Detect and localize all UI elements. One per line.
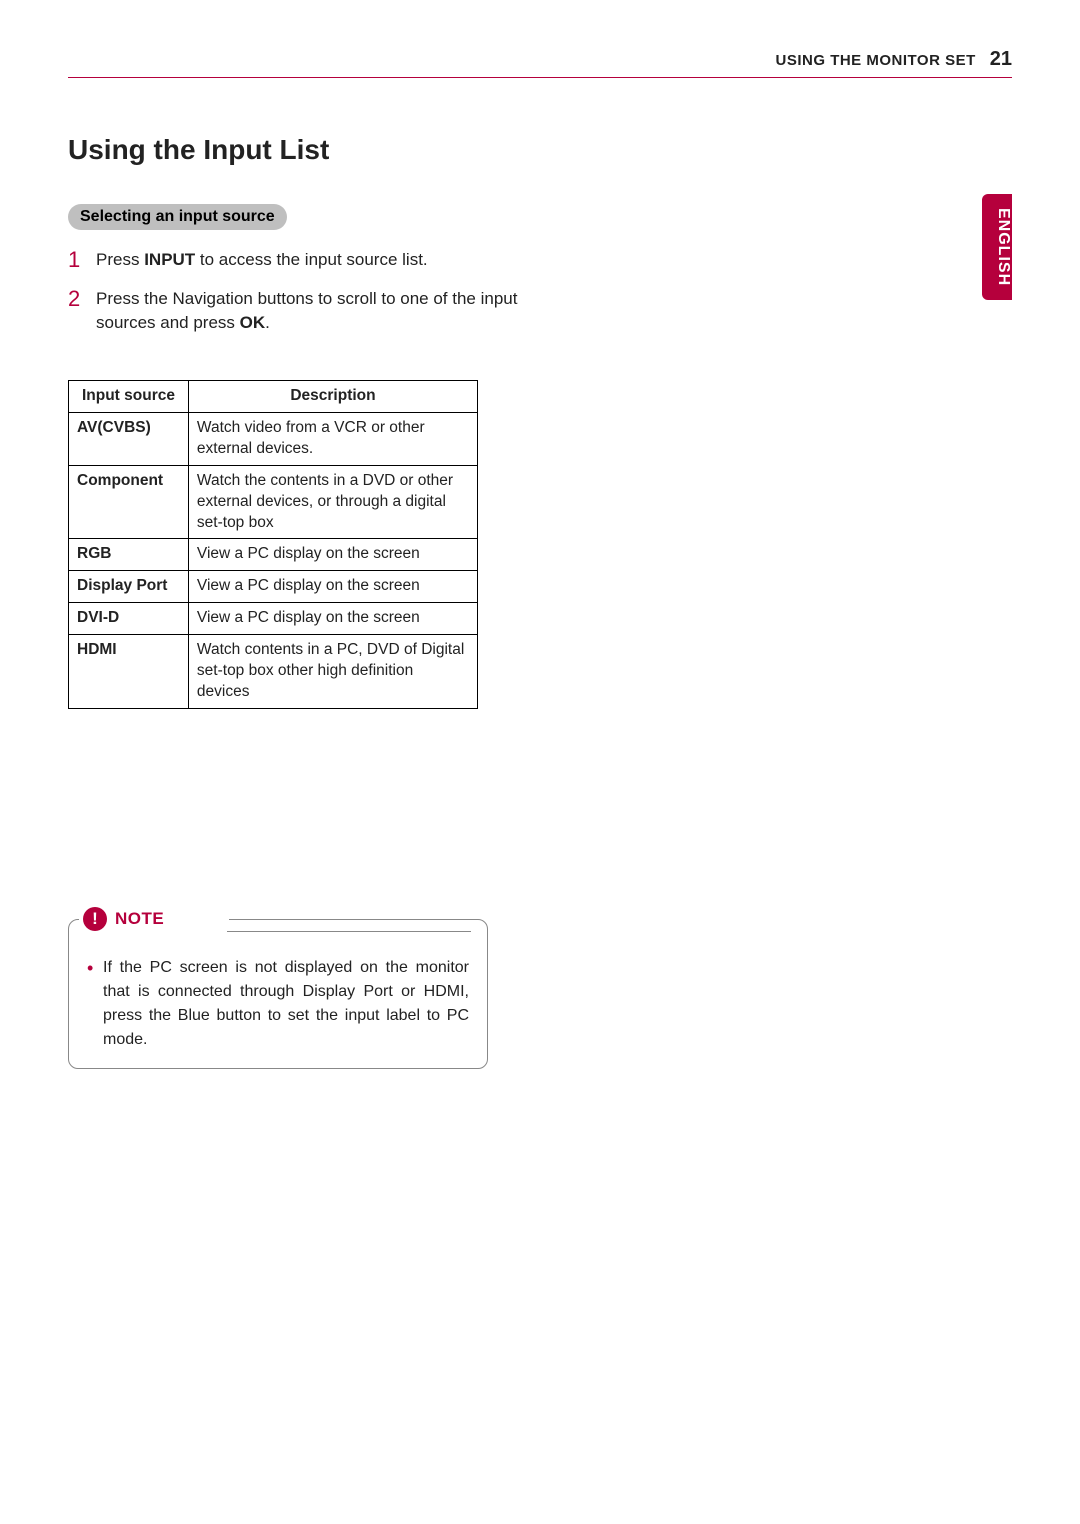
table-cell-description: View a PC display on the screen — [188, 571, 477, 603]
header-page-number: 21 — [990, 48, 1012, 71]
language-tab: ENGLISH — [982, 194, 1012, 300]
table-header-row: Input source Description — [69, 380, 478, 412]
table-cell-description: Watch the contents in a DVD or other ext… — [188, 465, 477, 539]
table-row: Display PortView a PC display on the scr… — [69, 571, 478, 603]
input-source-table: Input source Description AV(CVBS)Watch v… — [68, 380, 478, 709]
table-cell-source: Display Port — [69, 571, 189, 603]
steps-list: 1 Press INPUT to access the input source… — [68, 248, 528, 336]
step-text-pre: Press — [96, 250, 144, 269]
table-row: AV(CVBS)Watch video from a VCR or other … — [69, 412, 478, 465]
table-cell-description: Watch contents in a PC, DVD of Digital s… — [188, 635, 477, 709]
step-text: Press INPUT to access the input source l… — [96, 248, 428, 273]
table-cell-description: View a PC display on the screen — [188, 539, 477, 571]
step-text-post: to access the input source list. — [195, 250, 427, 269]
table-cell-source: RGB — [69, 539, 189, 571]
step-text-pre: Press the Navigation buttons to scroll t… — [96, 289, 517, 333]
table-cell-source: Component — [69, 465, 189, 539]
table-cell-description: Watch video from a VCR or other external… — [188, 412, 477, 465]
table-cell-source: DVI-D — [69, 603, 189, 635]
table-cell-description: View a PC display on the screen — [188, 603, 477, 635]
step-number: 2 — [68, 287, 96, 311]
info-icon: ! — [83, 907, 107, 931]
table-header: Description — [188, 380, 477, 412]
table-row: HDMIWatch contents in a PC, DVD of Digit… — [69, 635, 478, 709]
note-label: NOTE — [115, 909, 164, 929]
table-row: ComponentWatch the contents in a DVD or … — [69, 465, 478, 539]
note-box: ! NOTE If the PC screen is not displayed… — [68, 919, 488, 1069]
subheading-pill: Selecting an input source — [68, 204, 287, 230]
step-item: 2 Press the Navigation buttons to scroll… — [68, 287, 528, 336]
table-cell-source: HDMI — [69, 635, 189, 709]
step-text-bold: INPUT — [144, 250, 195, 269]
step-number: 1 — [68, 248, 96, 272]
step-item: 1 Press INPUT to access the input source… — [68, 248, 528, 273]
table-row: RGBView a PC display on the screen — [69, 539, 478, 571]
table-header: Input source — [69, 380, 189, 412]
header-section: USING THE MONITOR SET — [776, 52, 976, 69]
table-row: DVI-DView a PC display on the screen — [69, 603, 478, 635]
page-header: USING THE MONITOR SET 21 — [68, 48, 1012, 78]
page-title: Using the Input List — [68, 134, 1012, 166]
table-cell-source: AV(CVBS) — [69, 412, 189, 465]
step-text: Press the Navigation buttons to scroll t… — [96, 287, 528, 336]
note-item: If the PC screen is not displayed on the… — [87, 956, 469, 1052]
step-text-post: . — [265, 313, 270, 332]
step-text-bold: OK — [240, 313, 266, 332]
